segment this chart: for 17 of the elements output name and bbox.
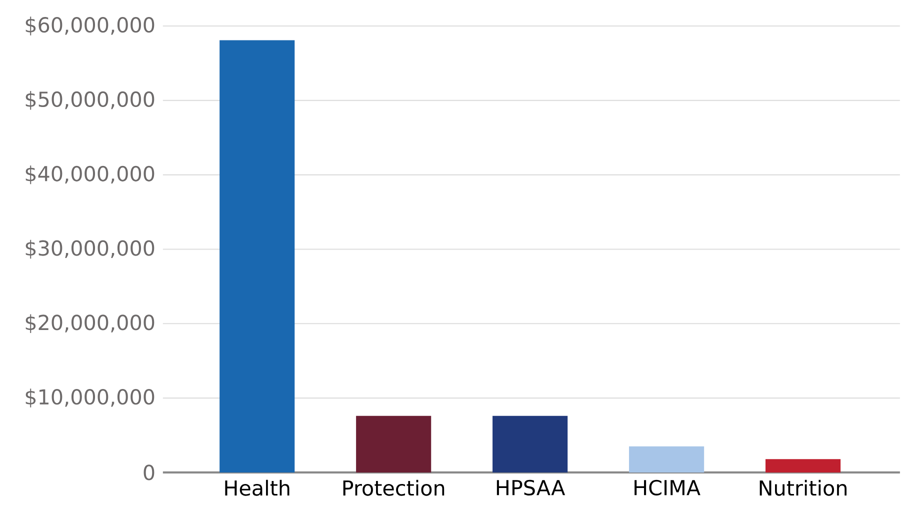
bar	[629, 446, 704, 473]
bar	[492, 416, 568, 473]
x-tick-label: Nutrition	[760, 480, 847, 496]
y-tick-label: $20,000,000	[26, 314, 154, 334]
x-tick-label: HCIMA	[634, 480, 700, 496]
x-tick-label: HPSAA	[496, 480, 566, 496]
x-tick-label: Health	[225, 480, 290, 496]
bar	[766, 459, 841, 473]
y-tick-label: $30,000,000	[26, 240, 154, 259]
x-tick-label: Protection	[343, 480, 444, 496]
bar	[356, 416, 432, 473]
y-tick-label: $60,000,000	[26, 16, 154, 36]
y-tick-label: $50,000,000	[26, 91, 154, 110]
bar	[220, 40, 295, 473]
y-tick-label: $40,000,000	[26, 166, 154, 184]
y-tick-label: $10,000,000	[26, 388, 154, 408]
y-tick-label: 0	[144, 464, 154, 480]
